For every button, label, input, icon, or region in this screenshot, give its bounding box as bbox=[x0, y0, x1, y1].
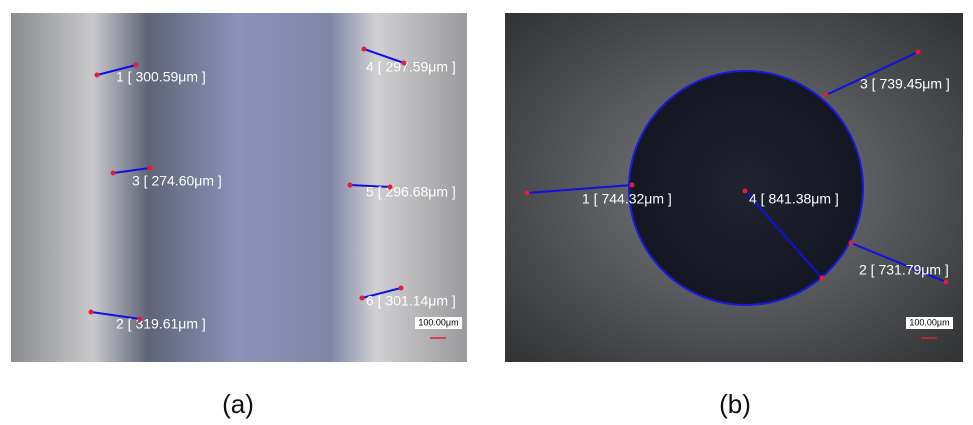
measure-label: 6 [ 301.14μm ] bbox=[366, 293, 456, 309]
measure-label: 1 [ 744.32μm ] bbox=[582, 191, 672, 207]
measure-point bbox=[134, 63, 139, 68]
hole bbox=[629, 71, 863, 305]
measure-label: 5 [ 296.68μm ] bbox=[366, 184, 456, 200]
measure-point bbox=[399, 286, 404, 291]
measure-label: 2 [ 319.61μm ] bbox=[116, 316, 206, 332]
measure-point bbox=[944, 280, 949, 285]
measure-point bbox=[824, 93, 829, 98]
measure-point bbox=[111, 171, 116, 176]
measure-label: 3 [ 274.60μm ] bbox=[132, 173, 222, 189]
measure-point bbox=[388, 185, 393, 190]
scale-bar-label: 100.00μm bbox=[909, 317, 949, 327]
measure-point bbox=[348, 183, 353, 188]
measure-point bbox=[916, 50, 921, 55]
measure-point bbox=[525, 191, 530, 196]
measure-label: 3 [ 739.45μm ] bbox=[860, 76, 950, 92]
measure-point bbox=[138, 317, 143, 322]
caption: (b) bbox=[719, 389, 751, 419]
measure-point bbox=[743, 189, 748, 194]
figure: 1 [ 300.59μm ] 3 [ 274.60μm ] 2 [ 319.61… bbox=[0, 0, 973, 425]
measure-point bbox=[360, 296, 365, 301]
measure-point bbox=[95, 73, 100, 78]
measure-label: 4 [ 297.59μm ] bbox=[366, 59, 456, 75]
measure-label: 4 [ 841.38μm ] bbox=[749, 191, 839, 207]
measure-label: 2 [ 731.79μm ] bbox=[859, 262, 949, 278]
scale-bar-label: 100.00μm bbox=[418, 317, 458, 327]
measure-point bbox=[89, 310, 94, 315]
measure-point bbox=[849, 241, 854, 246]
measure-point bbox=[630, 183, 635, 188]
caption: (a) bbox=[222, 389, 254, 419]
measure-point bbox=[820, 276, 825, 281]
measure-point bbox=[362, 47, 367, 52]
measure-point bbox=[402, 61, 407, 66]
measure-label: 1 [ 300.59μm ] bbox=[116, 69, 206, 85]
measure-point bbox=[148, 166, 153, 171]
